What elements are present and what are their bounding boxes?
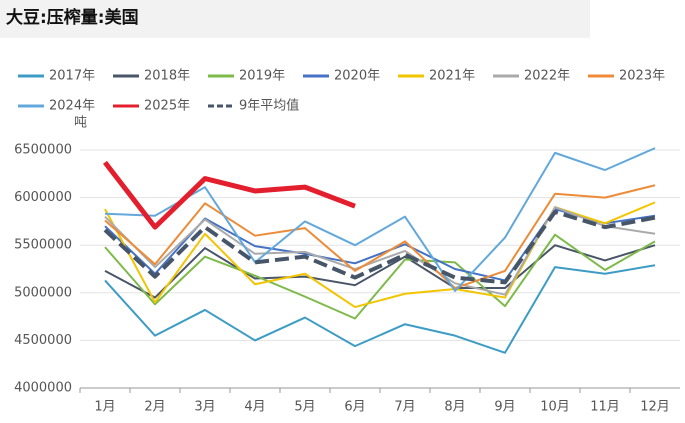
x-tick-label: 5月	[294, 400, 315, 415]
series-line	[104, 244, 656, 299]
y-axis-label: 吨	[74, 116, 87, 131]
y-tick-label: 5500000	[14, 238, 72, 253]
legend-label: 9年平均值	[239, 98, 299, 114]
legend-label: 2017年	[49, 69, 95, 84]
legend-label: 2022年	[524, 69, 570, 84]
x-tick-label: 1月	[94, 400, 115, 415]
x-tick-label: 7月	[394, 400, 415, 415]
x-tick-label: 11月	[590, 400, 620, 415]
y-tick-label: 4500000	[14, 333, 72, 348]
y-tick-label: 6500000	[14, 143, 72, 158]
series-line	[104, 206, 656, 296]
legend-label: 2023年	[619, 69, 665, 84]
series-line	[103, 160, 356, 230]
y-tick-label: 5000000	[14, 285, 72, 300]
series-line	[104, 264, 656, 354]
series-line	[104, 233, 656, 320]
legend-label: 2020年	[334, 69, 380, 84]
legend-label: 2024年	[49, 99, 95, 114]
x-tick-label: 3月	[194, 400, 215, 415]
x-tick-label: 6月	[344, 400, 365, 415]
y-tick-label: 4000000	[14, 381, 72, 396]
x-tick-label: 8月	[444, 400, 465, 415]
series-line	[103, 209, 656, 285]
y-tick-label: 6000000	[14, 190, 72, 205]
legend-label: 2025年	[144, 99, 190, 114]
chart-title: 大豆:压榨量:美国	[6, 7, 139, 28]
x-tick-label: 4月	[244, 400, 265, 415]
x-tick-label: 9月	[494, 400, 515, 415]
series-line	[104, 147, 656, 292]
title-bar	[0, 0, 590, 38]
legend-label: 2018年	[144, 69, 190, 84]
x-tick-label: 12月	[640, 400, 670, 415]
x-tick-label: 10月	[540, 400, 570, 415]
legend-label: 2021年	[429, 69, 475, 84]
x-tick-label: 2月	[144, 400, 165, 415]
legend-label: 2019年	[239, 69, 285, 84]
series-line	[104, 184, 656, 290]
